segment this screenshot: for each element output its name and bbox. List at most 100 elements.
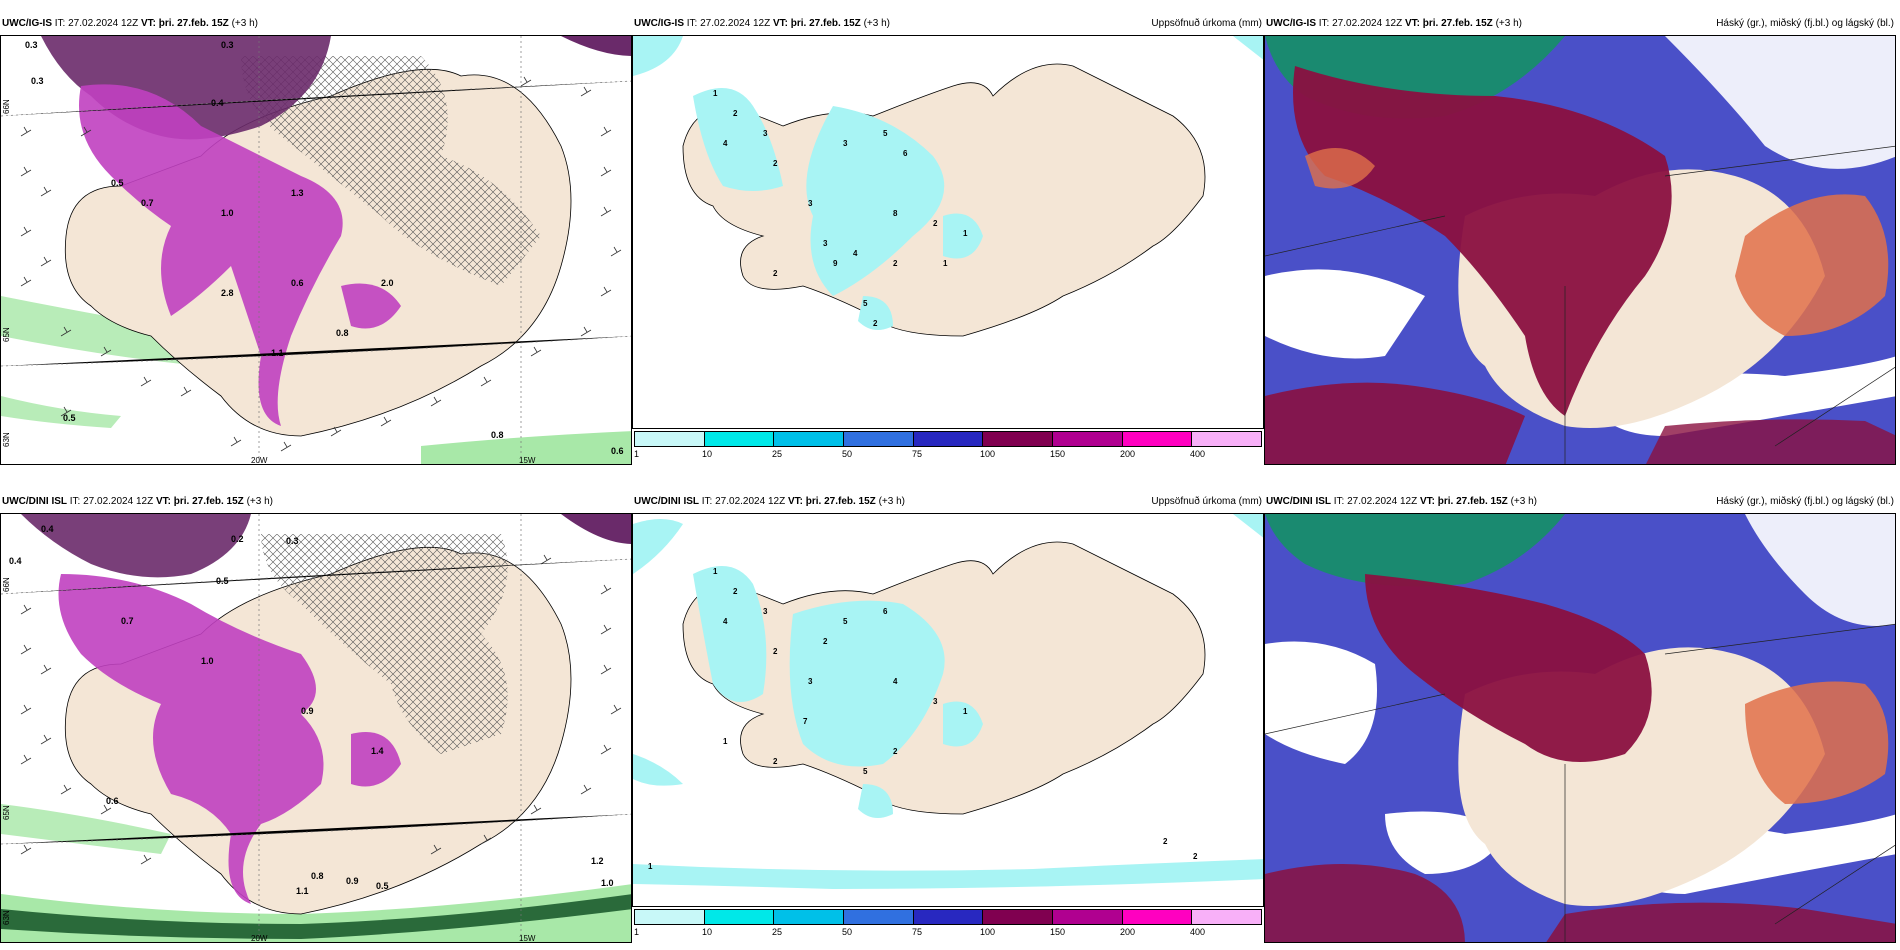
map-value: 6	[883, 607, 888, 616]
init-time: IT: 27.02.2024 12Z	[1318, 18, 1403, 29]
map-value: 1	[713, 89, 718, 98]
cloud-mid-area	[1546, 902, 1895, 942]
map-value: 2	[773, 269, 778, 278]
map-value: 2	[733, 587, 738, 596]
valid-time: þri. 27.feb. 15Z	[173, 496, 244, 507]
precip-cyan-area	[633, 754, 683, 786]
map-value: 0.6	[611, 446, 624, 456]
cloud-map-frame[interactable]	[1264, 513, 1896, 943]
cloud-orange-area	[1745, 681, 1889, 804]
precip-cyan-area	[943, 701, 983, 747]
precip-purple-area	[351, 732, 401, 787]
map-value: 1.1	[296, 886, 309, 896]
colorbar-cell	[844, 910, 914, 924]
wind-map-frame[interactable]: 0.4 0.4 0.2 0.3 0.5 0.7 1.0 1.4 0.9 0.6 …	[0, 513, 632, 943]
valid-label: VT:	[1419, 496, 1435, 507]
colorbar-cell	[983, 432, 1054, 446]
colorbar-tick: 10	[702, 927, 713, 937]
cloud-orange-area	[1305, 148, 1375, 189]
precip-map-frame[interactable]: 1 2 3 4 2 3 5 6 8 2 1 3 4 2 1 2 3	[632, 35, 1264, 429]
cloud-clear-area	[1265, 641, 1377, 764]
precip-map: 1 2 3 4 2 5 6 7 4 3 1 2 1 2 5 2 3	[633, 514, 1263, 906]
map-value: 2	[773, 159, 778, 168]
cloud-map-panel: UWC/DINI ISL IT: 27.02.2024 12Z VT: þri.…	[1264, 491, 1896, 943]
cloud-mid-area	[1293, 66, 1672, 416]
map-value: 3	[808, 199, 813, 208]
map-value: 3	[843, 139, 848, 148]
cloud-high-area	[1265, 514, 1565, 587]
cloud-orange-area	[1735, 194, 1889, 336]
colorbar-cell	[1192, 910, 1262, 924]
colorbar-cell	[1122, 432, 1193, 446]
map-value: 1.1	[271, 348, 284, 358]
cloud-mid-area	[1365, 574, 1652, 762]
lon-label: 15W	[519, 934, 536, 943]
wind-map: 0.4 0.4 0.2 0.3 0.5 0.7 1.0 1.4 0.9 0.6 …	[1, 514, 631, 943]
precip-light-area	[421, 431, 631, 464]
precip-cyan-area	[943, 213, 983, 259]
map-value: 1	[963, 229, 968, 238]
init-time: IT: 27.02.2024 12Z	[701, 496, 786, 507]
valid-label: VT:	[772, 18, 788, 29]
map-value: 2	[893, 747, 898, 756]
precip-map-frame[interactable]: 1 2 3 4 2 5 6 7 4 3 1 2 1 2 5 2 3	[632, 513, 1264, 907]
map-value: 0.6	[291, 278, 304, 288]
colorbar-cell	[983, 910, 1054, 924]
precip-light-area	[1, 396, 121, 428]
map-value: 0.5	[376, 881, 389, 891]
colorbar-tick: 50	[842, 927, 853, 937]
map-value: 1	[963, 707, 968, 716]
map-value: 0.4	[9, 556, 22, 566]
valid-time: þri. 27.feb. 15Z	[790, 18, 861, 29]
colorbar-cell	[1192, 432, 1262, 446]
map-value: 0.4	[41, 524, 54, 534]
panel-title: UWC/IG-IS IT: 27.02.2024 12Z VT: þri. 27…	[1264, 13, 1896, 37]
map-value: 3	[763, 129, 768, 138]
precip-cyan-area	[693, 88, 783, 191]
model-name: UWC/DINI ISL	[2, 496, 67, 507]
colorbar-tick: 1	[634, 927, 640, 937]
valid-label: VT:	[140, 18, 156, 29]
map-value: 0.7	[141, 198, 154, 208]
map-value: 0.3	[31, 76, 44, 86]
colorbar-cell	[913, 432, 984, 446]
colorbar-tick: 75	[912, 927, 923, 937]
cloud-mid-area	[1265, 382, 1525, 464]
panel-title: UWC/IG-IS IT: 27.02.2024 12Z VT: þri. 27…	[0, 13, 632, 37]
map-value: 6	[903, 149, 908, 158]
colorbar-cell	[704, 910, 775, 924]
map-value: 1.2	[591, 856, 604, 866]
init-time: IT: 27.02.2024 12Z	[1333, 496, 1418, 507]
panel-variable: Háský (gr.), miðský (fj.bl.) og lágský (…	[1716, 496, 1894, 507]
panel-title: UWC/DINI ISL IT: 27.02.2024 12Z VT: þri.…	[632, 491, 1264, 515]
precip-dark-area	[561, 514, 631, 544]
map-value: 2.8	[221, 288, 234, 298]
cloud-mid-area	[1646, 419, 1895, 464]
colorbar-tick: 150	[1050, 449, 1066, 459]
lat-label: 63N	[2, 432, 11, 447]
panel-title: UWC/DINI ISL IT: 27.02.2024 12Z VT: þri.…	[1264, 491, 1896, 515]
precip-map-panel: UWC/DINI ISL IT: 27.02.2024 12Z VT: þri.…	[632, 491, 1264, 943]
precip-cyan-area	[858, 784, 893, 818]
cloud-map	[1265, 36, 1895, 464]
model-name: UWC/DINI ISL	[634, 496, 699, 507]
cloud-map-panel: UWC/IG-IS IT: 27.02.2024 12Z VT: þri. 27…	[1264, 13, 1896, 465]
cloud-map-frame[interactable]	[1264, 35, 1896, 465]
map-value: 0.3	[221, 40, 234, 50]
map-value: 2	[773, 757, 778, 766]
map-value: 4	[723, 139, 728, 148]
panel-title: UWC/IG-IS IT: 27.02.2024 12Z VT: þri. 27…	[632, 13, 1264, 37]
valid-time: þri. 27.feb. 15Z	[1422, 18, 1493, 29]
map-value: 9	[833, 259, 838, 268]
cloud-mid-area	[1265, 864, 1465, 942]
wind-map-frame[interactable]: 0.3 0.3 0.3 0.4 0.5 0.7 1.0 1.3 2.0 2.8 …	[0, 35, 632, 465]
map-value: 3	[823, 239, 828, 248]
map-value: 1.4	[371, 746, 384, 756]
map-value: 2	[1163, 837, 1168, 846]
precip-map-panel: UWC/IG-IS IT: 27.02.2024 12Z VT: þri. 27…	[632, 13, 1264, 465]
colorbar-ticks: 1 10 25 50 75 100 150 200 400	[634, 449, 1262, 461]
map-value: 5	[863, 299, 868, 308]
map-value: 4	[723, 617, 728, 626]
colorbar-cell	[635, 432, 705, 446]
map-value: 2	[933, 219, 938, 228]
